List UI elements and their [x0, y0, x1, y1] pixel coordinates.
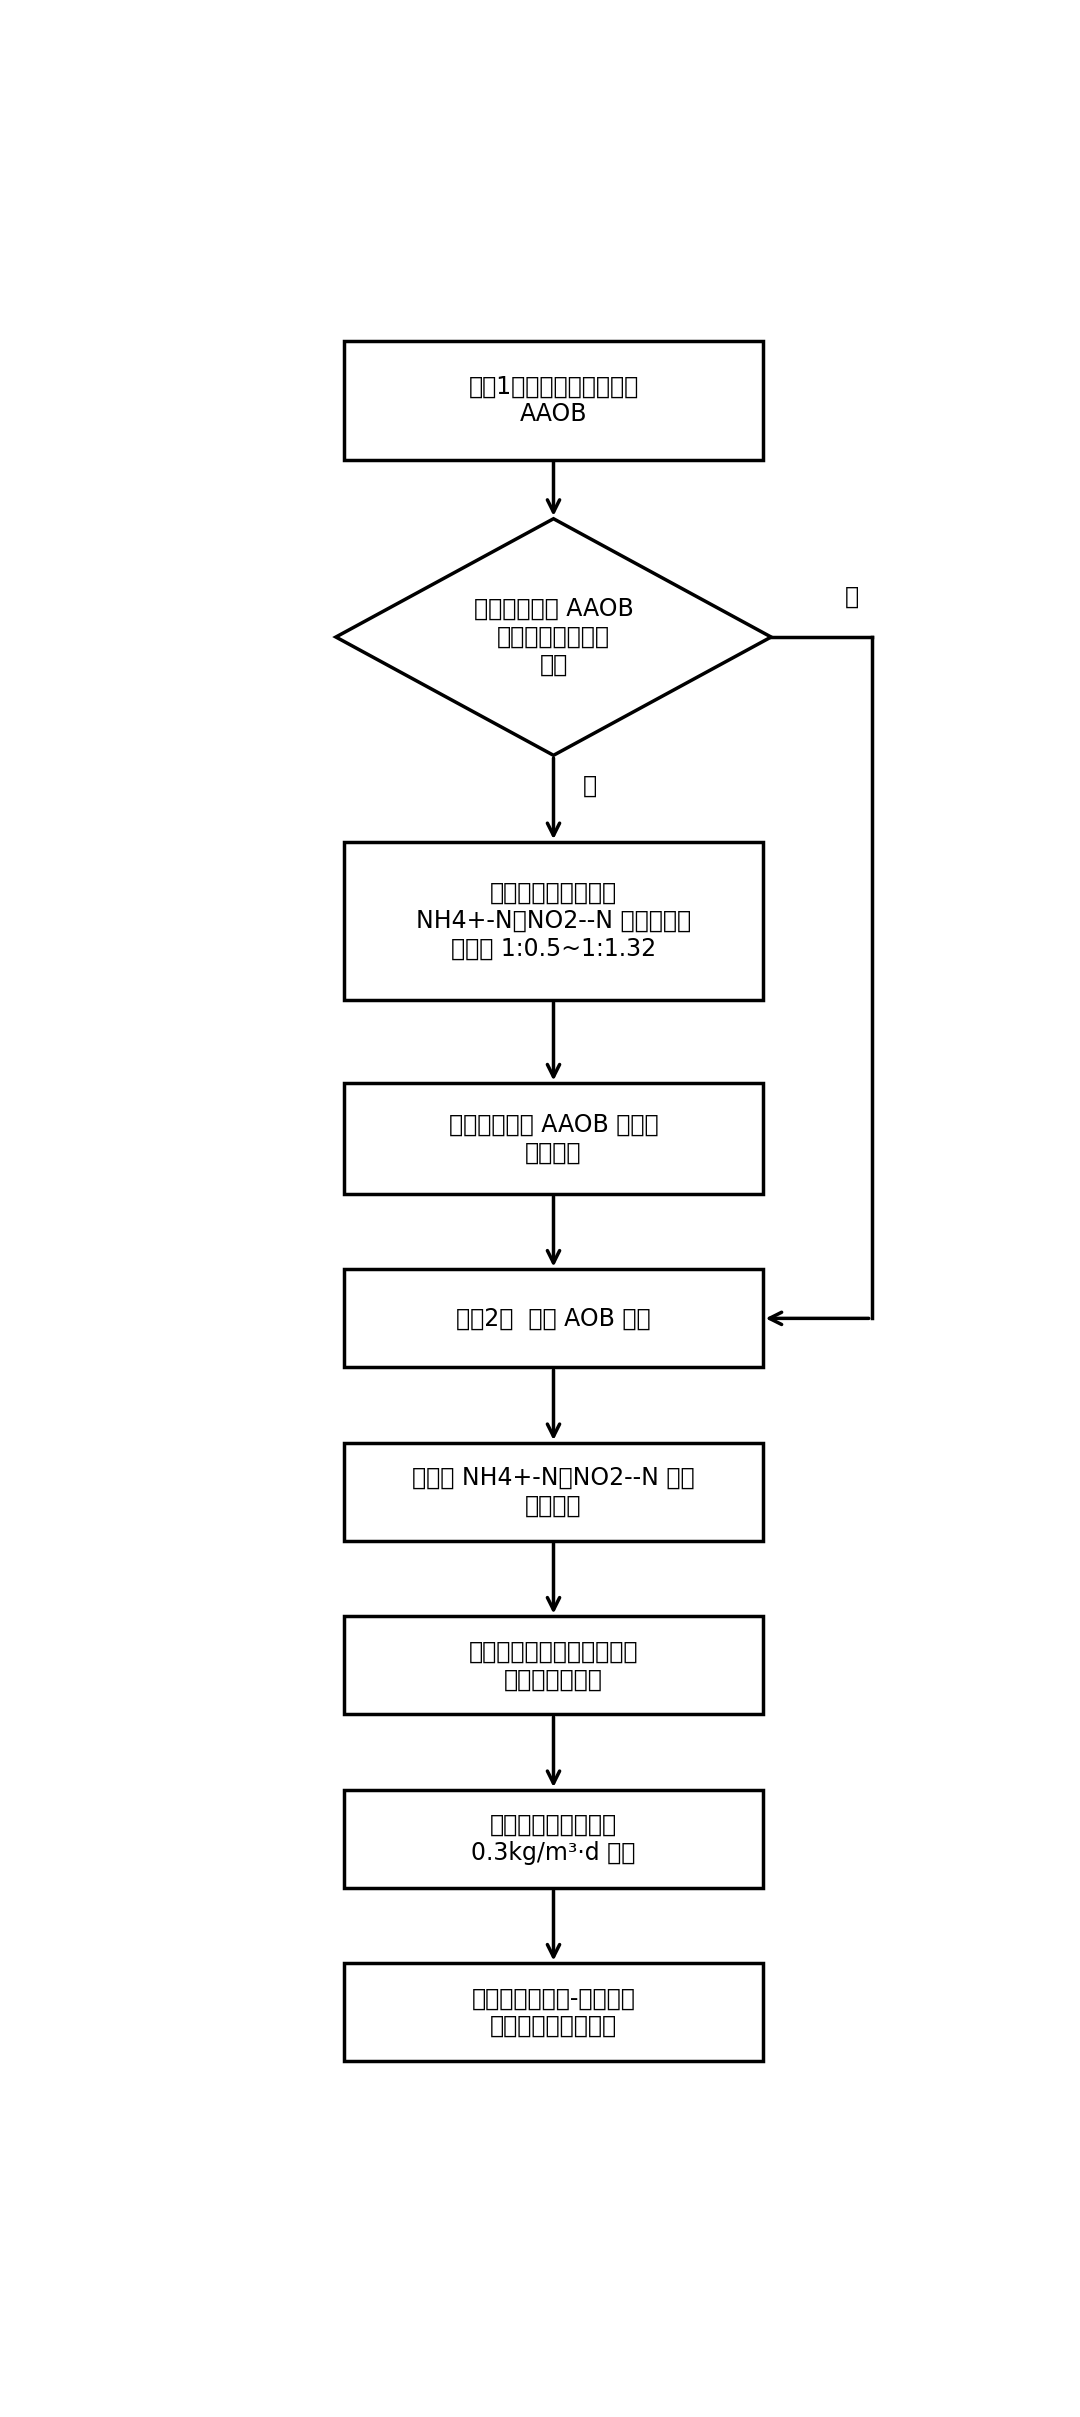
- FancyBboxPatch shape: [345, 1443, 762, 1540]
- Text: 厌氧氨氧化菌 AAOB 菌种达
所需数量: 厌氧氨氧化菌 AAOB 菌种达 所需数量: [448, 1112, 659, 1165]
- FancyBboxPatch shape: [345, 1963, 762, 2062]
- FancyBboxPatch shape: [345, 1269, 762, 1368]
- Text: 步骤1）接种厌氧氨氧化菌
AAOB: 步骤1）接种厌氧氨氧化菌 AAOB: [469, 375, 638, 425]
- FancyBboxPatch shape: [345, 1617, 762, 1714]
- Text: 否: 否: [583, 773, 597, 798]
- FancyBboxPatch shape: [345, 341, 762, 459]
- Text: 是: 是: [845, 585, 859, 609]
- Text: 短程硝化与厌氧氨氧化在反
应器内同时进行: 短程硝化与厌氧氨氧化在反 应器内同时进行: [469, 1639, 638, 1692]
- FancyBboxPatch shape: [345, 841, 762, 1001]
- Text: 厌氧氨氧化菌 AAOB
菌种是否达到所需
数量: 厌氧氨氧化菌 AAOB 菌种是否达到所需 数量: [474, 597, 633, 677]
- FancyBboxPatch shape: [345, 1083, 762, 1194]
- Polygon shape: [336, 520, 771, 754]
- Text: 步骤2）  接种 AOB 菌种: 步骤2） 接种 AOB 菌种: [456, 1305, 651, 1329]
- Text: 控制反应器进水中的
NH4+-N：NO2--N 的摩尔浓度
比例为 1:0.5~1:1.32: 控制反应器进水中的 NH4+-N：NO2--N 的摩尔浓度 比例为 1:0.5~…: [416, 882, 691, 960]
- Text: 总氮容积去除负荷达
0.3kg/m³·d 以上: 总氮容积去除负荷达 0.3kg/m³·d 以上: [471, 1813, 636, 1866]
- Text: 进水中 NH4+-N：NO2--N 比例
逐步增大: 进水中 NH4+-N：NO2--N 比例 逐步增大: [413, 1467, 694, 1518]
- FancyBboxPatch shape: [345, 1791, 762, 1888]
- Text: 一体化短程硝化-厌氧氨氧
化脱氮工艺启动完成: 一体化短程硝化-厌氧氨氧 化脱氮工艺启动完成: [472, 1987, 635, 2038]
